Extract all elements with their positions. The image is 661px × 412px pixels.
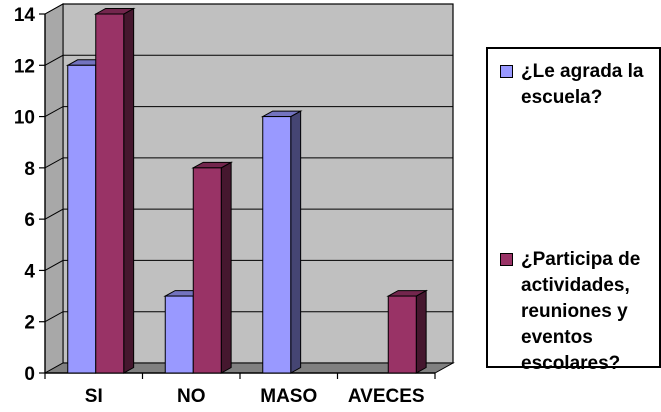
y-tick-label: 12 bbox=[14, 56, 35, 77]
bar-side bbox=[220, 161, 232, 374]
x-category-label: AVECES bbox=[348, 386, 425, 407]
bar-side bbox=[415, 289, 427, 374]
bar-si-series-2 bbox=[93, 7, 136, 374]
plot-side-wall bbox=[44, 3, 64, 374]
bar-maso-series-1 bbox=[260, 110, 303, 374]
gridline bbox=[44, 106, 453, 118]
y-tick-label: 10 bbox=[14, 108, 35, 129]
bar-aveces-series-2 bbox=[386, 289, 429, 374]
x-category-label: SI bbox=[85, 386, 103, 407]
legend-label-series-1: ¿Le agrada la escuela? bbox=[521, 61, 644, 108]
gridline bbox=[44, 311, 453, 323]
bar-front bbox=[67, 64, 97, 374]
legend-item-series-1: ¿Le agrada la escuela? bbox=[500, 59, 661, 111]
gridline bbox=[44, 3, 453, 15]
gridline bbox=[44, 157, 453, 169]
bar-front bbox=[262, 116, 292, 374]
y-tick-label: 2 bbox=[24, 313, 35, 334]
gridline bbox=[44, 259, 453, 271]
bar-front bbox=[192, 167, 222, 374]
x-category-label: NO bbox=[177, 386, 206, 407]
y-tick-label: 8 bbox=[24, 159, 35, 180]
bar-front bbox=[164, 295, 194, 374]
y-tick-label: 14 bbox=[14, 5, 36, 26]
bar-side bbox=[290, 110, 302, 374]
legend-item-series-2: ¿Participa de actividades, reuniones y e… bbox=[500, 247, 661, 377]
y-tick-label: 4 bbox=[24, 261, 35, 282]
legend-swatch-series-1 bbox=[500, 65, 513, 78]
legend-label-series-2: ¿Participa de actividades, reuniones y e… bbox=[521, 249, 641, 374]
y-axis: 0 2 4 6 8 10 12 14 bbox=[14, 5, 46, 385]
legend: ¿Le agrada la escuela? ¿Participa de act… bbox=[486, 47, 661, 374]
gridline bbox=[44, 208, 453, 220]
legend-swatch-series-2 bbox=[500, 253, 513, 266]
bars bbox=[65, 7, 429, 374]
y-tick-label: 0 bbox=[24, 364, 35, 385]
bar-front bbox=[95, 13, 125, 374]
bar-front bbox=[387, 295, 417, 374]
y-tick-label: 6 bbox=[24, 210, 35, 231]
bar-side bbox=[123, 7, 135, 374]
gridline bbox=[44, 54, 453, 66]
bar-no-series-2 bbox=[191, 161, 234, 374]
x-axis: SI NO MASO AVECES bbox=[44, 372, 436, 407]
x-category-label: MASO bbox=[260, 386, 317, 407]
